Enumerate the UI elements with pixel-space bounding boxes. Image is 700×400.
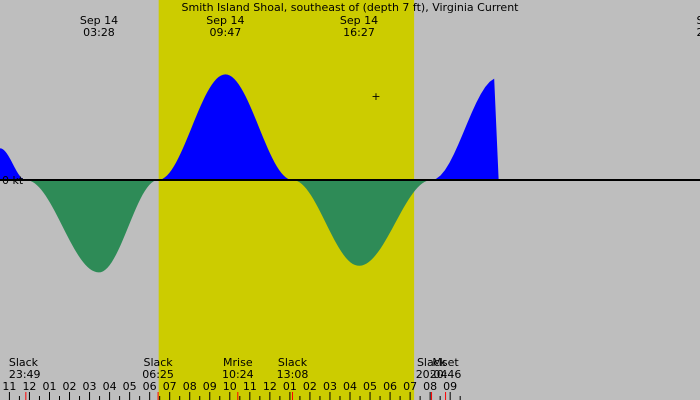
ebb-area (292, 180, 432, 266)
extreme-date-label: Sep 14 (206, 14, 244, 27)
event-time-label: 10:24 (222, 368, 254, 381)
event-time-label: 23:49 (9, 368, 41, 381)
event-name-label: Slack (417, 356, 447, 369)
hour-tick-label: 04 (343, 380, 357, 393)
hour-tick-label: 04 (103, 380, 117, 393)
hour-tick-label: 10 (223, 380, 237, 393)
event-time-label: 20:04 (416, 368, 448, 381)
extreme-date-label: Sep 14 (80, 14, 118, 27)
hour-tick-label: 12 (263, 380, 277, 393)
hour-tick-label: 11 (243, 380, 257, 393)
hour-tick-label: 06 (383, 380, 397, 393)
flood-area (158, 74, 293, 180)
event-time-label: 20:46 (430, 368, 462, 381)
hour-tick-label: 02 (303, 380, 317, 393)
event-name-label: Slack (143, 356, 173, 369)
event-name-label: Mset (432, 356, 459, 369)
hour-tick-label: 09 (443, 380, 457, 393)
event-time-label: 06:25 (142, 368, 174, 381)
hour-tick-label: 03 (83, 380, 97, 393)
hour-tick-label: 08 (423, 380, 437, 393)
hour-tick-label: 01 (42, 380, 56, 393)
chart-title: Smith Island Shoal, southeast of (depth … (182, 1, 520, 14)
extreme-date-label: S (697, 14, 700, 27)
hour-tick-label: 06 (143, 380, 157, 393)
extreme-time-label: 09:47 (210, 26, 242, 39)
extreme-time-label: 16:27 (343, 26, 375, 39)
zero-axis-label: 0 kt (2, 174, 24, 187)
current-areas (0, 74, 700, 273)
extreme-time-label: 03:28 (83, 26, 115, 39)
hour-tick-label: 01 (283, 380, 297, 393)
hour-axis: 11 12 01 02 03 04 05 06 07 08 09 10 11 12 01 02 03 04 05 06… (2, 380, 461, 400)
hour-tick-label: 05 (123, 380, 137, 393)
extreme-time-label: 2 (697, 26, 700, 39)
hour-tick-label: 11 (2, 380, 16, 393)
hour-tick-label: 12 (22, 380, 36, 393)
event-time-label: 13:08 (277, 368, 309, 381)
hour-tick-label: 07 (403, 380, 417, 393)
hour-tick-label: 09 (203, 380, 217, 393)
hour-tick-label: 07 (163, 380, 177, 393)
event-name-label: Slack (278, 356, 308, 369)
hour-tick-label: 05 (363, 380, 377, 393)
event-labels: Slack23:49Slack06:25Mrise10:24Slack13:08… (9, 356, 462, 381)
flood-area (0, 148, 26, 180)
hour-tick-label: 02 (63, 380, 77, 393)
flood-area (431, 78, 700, 180)
cursor-marker: + (371, 90, 380, 103)
extreme-date-label: Sep 14 (340, 14, 378, 27)
event-name-label: Slack (9, 356, 39, 369)
ebb-area (25, 180, 159, 273)
hour-tick-label: 08 (183, 380, 197, 393)
hour-tick-label: 03 (323, 380, 337, 393)
event-name-label: Mrise (223, 356, 253, 369)
